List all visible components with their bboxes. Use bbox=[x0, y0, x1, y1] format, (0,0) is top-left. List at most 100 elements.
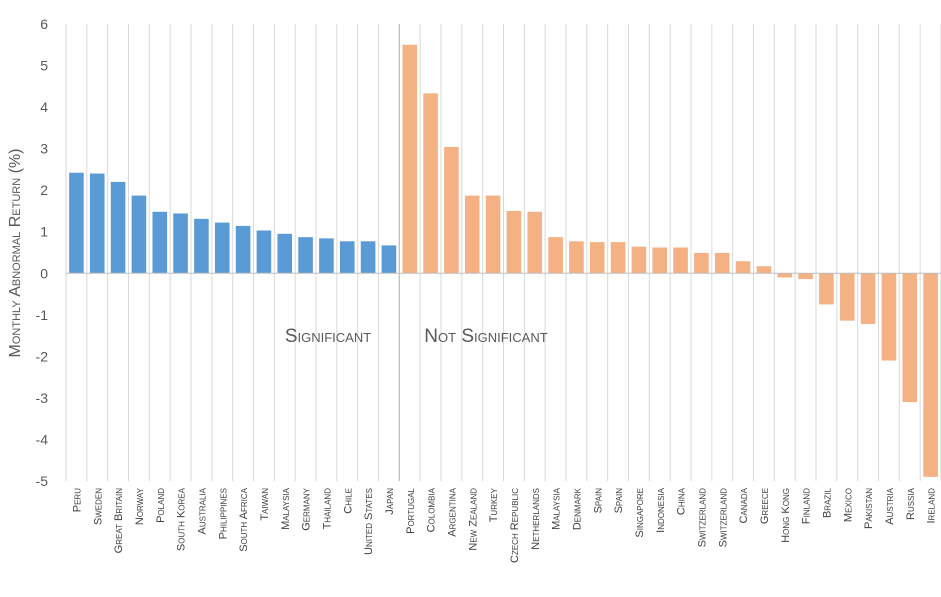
bar bbox=[569, 241, 584, 274]
category-label: Canada bbox=[738, 487, 750, 523]
bar bbox=[610, 242, 626, 274]
bar bbox=[360, 241, 376, 274]
y-tick-label: -3 bbox=[36, 390, 49, 406]
category-label: Chile bbox=[342, 488, 354, 514]
category-label: Switzerland bbox=[696, 488, 708, 548]
bar bbox=[339, 241, 355, 274]
y-tick-label: 5 bbox=[40, 58, 48, 74]
category-label: Singapore bbox=[634, 488, 646, 538]
category-label: Germany bbox=[301, 487, 313, 530]
bar bbox=[527, 211, 543, 274]
bar bbox=[214, 222, 230, 274]
category-labels: Peru Sweden Great Britain Norway Poland South… bbox=[71, 487, 937, 563]
y-tick-label: 3 bbox=[40, 141, 48, 157]
category-label: Philippines bbox=[217, 488, 229, 539]
bar bbox=[277, 233, 293, 274]
bar bbox=[485, 195, 501, 274]
category-label: China bbox=[676, 487, 688, 515]
gridlines bbox=[65, 24, 941, 481]
category-label: Denmark bbox=[571, 487, 583, 530]
category-label: United States bbox=[363, 488, 375, 555]
category-label: Pakistan bbox=[863, 488, 875, 529]
y-axis-label: Monthly Abnormal Return (%) bbox=[7, 149, 24, 358]
y-tick-label: -1 bbox=[36, 307, 49, 323]
bar bbox=[235, 225, 251, 274]
bar bbox=[152, 211, 168, 274]
y-tick-label: -5 bbox=[36, 473, 49, 489]
bar bbox=[673, 247, 688, 274]
bar bbox=[860, 273, 876, 324]
bar bbox=[902, 273, 918, 403]
bar bbox=[881, 273, 897, 361]
category-label: Greece bbox=[759, 488, 771, 524]
category-label: New Zealand bbox=[467, 488, 479, 551]
bar bbox=[131, 195, 147, 274]
bar bbox=[194, 218, 209, 274]
category-label: Australia bbox=[196, 487, 208, 534]
bar bbox=[839, 273, 855, 321]
y-tick-label: 1 bbox=[40, 224, 48, 240]
category-label: Thailand bbox=[321, 488, 333, 530]
y-tick-label: 2 bbox=[40, 182, 48, 198]
category-label: South Africa bbox=[238, 487, 250, 551]
category-label: Mexico bbox=[842, 488, 854, 522]
y-tick-label: 6 bbox=[40, 16, 48, 32]
category-label: Malaysia bbox=[551, 487, 563, 530]
bar bbox=[506, 210, 522, 274]
bar bbox=[381, 245, 397, 274]
y-axis-ticks: 6 5 4 3 2 1 0 -1 -2 -3 -4 -5 bbox=[36, 16, 49, 489]
bar bbox=[735, 261, 751, 274]
category-label: Sweden bbox=[92, 488, 104, 525]
bar bbox=[464, 195, 480, 274]
category-label: Czech Republic bbox=[509, 488, 521, 563]
category-label: Poland bbox=[155, 488, 167, 523]
bar bbox=[798, 273, 813, 280]
bar bbox=[89, 173, 105, 274]
category-label: Norway bbox=[134, 487, 146, 525]
category-label: Colombia bbox=[426, 487, 438, 532]
bar bbox=[631, 246, 647, 274]
bar bbox=[589, 242, 605, 274]
bar bbox=[402, 44, 418, 274]
category-label: Switzerland bbox=[717, 488, 729, 548]
category-label: Spain bbox=[592, 488, 604, 514]
category-label: Ireland bbox=[926, 488, 938, 524]
category-label: Great Britain bbox=[113, 488, 125, 554]
category-label: South Korea bbox=[176, 487, 188, 551]
bar bbox=[110, 181, 126, 274]
category-label: Turkey bbox=[488, 487, 500, 522]
not-significant-group-label: Not Significant bbox=[424, 326, 547, 347]
bar bbox=[819, 273, 834, 305]
category-label: Hong Kong bbox=[780, 488, 792, 543]
bar bbox=[173, 213, 188, 274]
bar bbox=[714, 252, 730, 274]
bar bbox=[319, 238, 334, 274]
category-label: Netherlands bbox=[530, 488, 542, 550]
bar bbox=[694, 252, 709, 274]
bar bbox=[69, 172, 84, 274]
bar bbox=[548, 237, 563, 274]
category-label: Malaysia bbox=[280, 487, 292, 530]
category-label: Portugal bbox=[405, 487, 417, 533]
y-tick-label: -4 bbox=[36, 431, 49, 447]
category-label: Brazil bbox=[821, 487, 833, 518]
category-label: Austria bbox=[884, 487, 896, 524]
bar bbox=[423, 93, 438, 274]
category-label: Japan bbox=[384, 488, 396, 515]
y-tick-label: 4 bbox=[40, 99, 48, 115]
bar bbox=[298, 237, 313, 274]
y-tick-label: -2 bbox=[36, 348, 49, 364]
category-label: Russia bbox=[905, 487, 917, 520]
bar bbox=[756, 266, 772, 274]
category-label: Taiwan bbox=[259, 488, 271, 521]
category-label: Indonesia bbox=[655, 487, 667, 533]
category-label: Spain bbox=[613, 488, 625, 514]
bar bbox=[923, 273, 938, 477]
bar bbox=[777, 273, 793, 278]
category-label: Argentina bbox=[446, 487, 458, 536]
bar bbox=[652, 247, 668, 274]
y-tick-label: 0 bbox=[40, 265, 48, 281]
category-label: Finland bbox=[801, 488, 813, 524]
bar bbox=[256, 230, 272, 274]
